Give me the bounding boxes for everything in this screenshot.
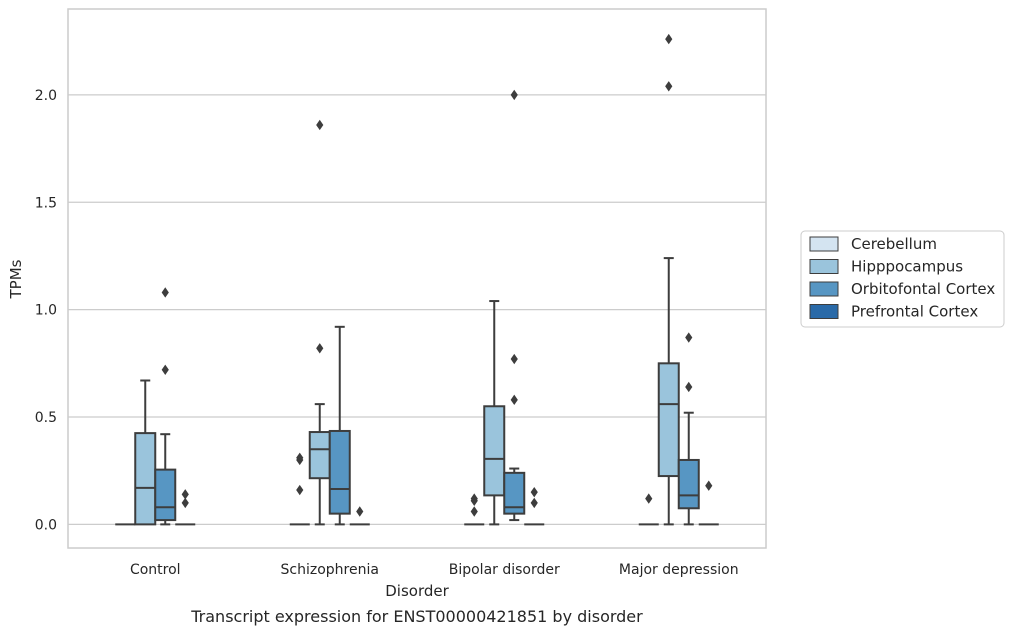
box-body	[328, 429, 351, 515]
legend-label: Orbitofontal Cortex	[851, 280, 995, 298]
box-group	[503, 89, 526, 522]
x-tick-label: Bipolar disorder	[449, 562, 560, 578]
box-group	[464, 493, 485, 526]
outlier-point	[181, 489, 189, 500]
outlier-point	[510, 89, 518, 101]
legend-frame	[800, 230, 1005, 328]
box-group	[698, 480, 719, 526]
legend-label: Prefrontal Cortex	[851, 303, 978, 321]
outlier-point	[356, 506, 364, 517]
box-group	[154, 287, 177, 526]
legend-swatch	[809, 281, 839, 297]
outlier-point	[316, 343, 324, 354]
box-group	[349, 506, 370, 526]
x-tick-label: Major depression	[619, 562, 739, 578]
outlier-point	[685, 381, 693, 393]
box-group	[524, 486, 545, 526]
box-group	[328, 325, 351, 526]
y-tick-label: 1.0	[35, 303, 57, 319]
outlier-point	[510, 353, 518, 365]
legend-swatch	[809, 304, 839, 319]
box-group	[134, 379, 157, 526]
legend-label: Cerebellum	[851, 235, 937, 253]
y-tick-label: 0.0	[35, 517, 57, 533]
x-tick-labels: Control Schizophrenia Bipolar disorder Majo…	[130, 562, 739, 578]
box-body	[483, 405, 506, 497]
box-body	[154, 468, 177, 522]
legend-items: Cerebellum Hipppocampus Orbitofontal Corte…	[809, 235, 995, 321]
outlier-point	[161, 287, 169, 298]
outlier-point	[510, 394, 518, 406]
legend: Cerebellum Hipppocampus Orbitofontal Corte…	[800, 230, 1005, 328]
y-tick-label: 2.0	[35, 88, 57, 104]
box-body	[657, 362, 680, 478]
outlier-point	[296, 452, 304, 464]
x-tick-label: Schizophrenia	[281, 562, 379, 578]
y-tick-label: 0.5	[35, 410, 57, 426]
outlier-point	[470, 506, 478, 517]
boxes	[115, 33, 719, 526]
outlier-point	[645, 493, 653, 504]
box-group	[483, 300, 506, 526]
outlier-point	[705, 480, 713, 491]
box-group	[677, 332, 700, 526]
outlier-point	[665, 33, 673, 45]
box-body	[503, 471, 526, 515]
box-group	[175, 489, 196, 526]
outlier-point	[296, 484, 304, 496]
legend-label: Hipppocampus	[851, 258, 963, 276]
box-group	[638, 493, 659, 526]
box-body	[308, 431, 331, 480]
chart-caption: Transcript expression for ENST0000042185…	[190, 607, 643, 626]
plot-frame	[67, 8, 767, 549]
x-axis-label: Disorder	[385, 582, 449, 600]
outlier-point	[530, 486, 538, 498]
outlier-point	[470, 493, 478, 504]
outlier-point	[161, 364, 169, 375]
outlier-point	[181, 497, 189, 509]
box-group	[289, 452, 310, 526]
outlier-point	[316, 119, 324, 131]
y-tick-labels: 0.0 0.5 1.0 1.5 2.0	[35, 88, 57, 533]
outlier-point	[685, 332, 693, 343]
y-axis-label: TPMs	[7, 259, 25, 299]
outlier-point	[665, 81, 673, 92]
box-body	[134, 432, 157, 526]
box-body	[677, 458, 700, 510]
x-tick-label: Control	[130, 562, 181, 578]
box-group	[657, 33, 680, 526]
legend-swatch	[809, 236, 839, 252]
outlier-point	[530, 497, 538, 509]
box-group	[308, 119, 331, 526]
legend-swatch	[809, 259, 839, 274]
y-tick-label: 1.5	[35, 195, 57, 211]
